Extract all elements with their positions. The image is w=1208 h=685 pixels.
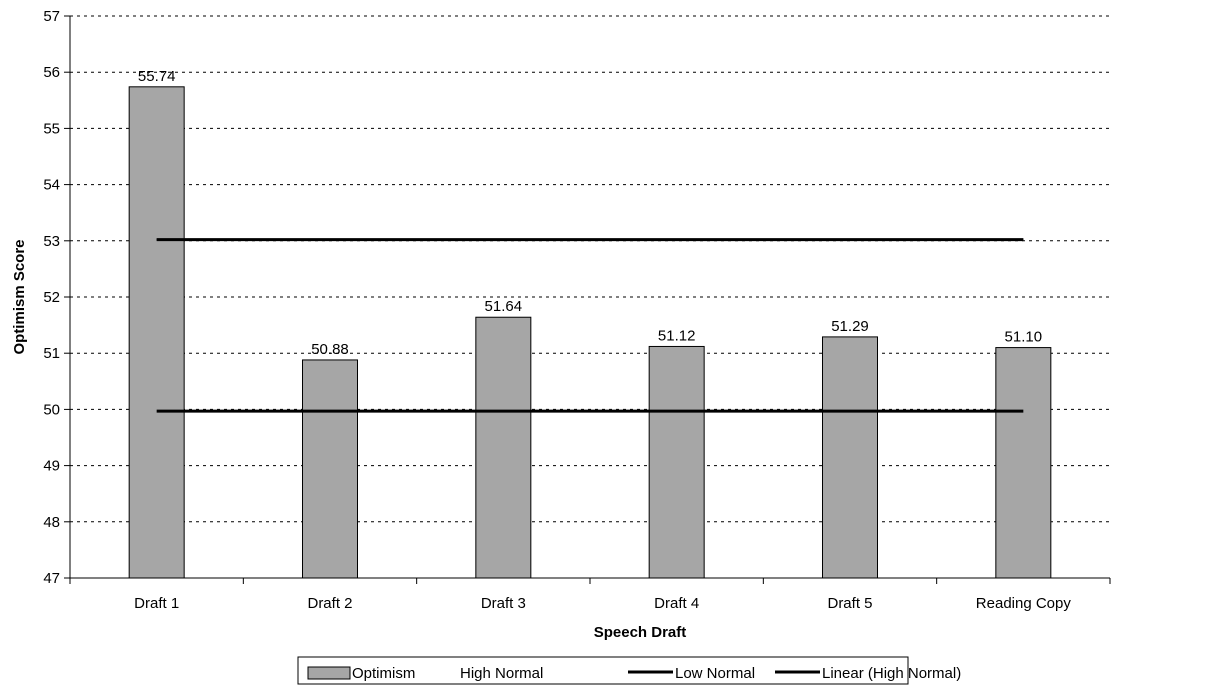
bar-value-label: 55.74 (138, 68, 176, 85)
y-tick-label: 55 (43, 120, 60, 137)
legend-label-linear-high-normal: Linear (High Normal) (822, 665, 961, 682)
x-tick-label: Draft 4 (654, 595, 699, 612)
reference-lines (156, 238, 1024, 413)
y-tick-label: 56 (43, 64, 60, 81)
bar-draft-3 (475, 316, 532, 579)
bar-draft-5 (822, 336, 878, 579)
bar-draft-1 (128, 86, 185, 579)
y-tick-label: 52 (43, 289, 60, 306)
y-tick-label: 57 (43, 8, 60, 25)
bar-value-label: 51.64 (485, 298, 523, 315)
y-axis-title: Optimism Score (11, 239, 28, 354)
legend-label-high-normal: High Normal (460, 665, 543, 682)
legend-swatch-optimism (307, 666, 351, 680)
y-tick-label: 47 (43, 570, 60, 587)
x-tick-label: Reading Copy (976, 595, 1072, 612)
bar-reading-copy (995, 347, 1052, 579)
y-tick-label: 49 (43, 458, 60, 475)
bars (128, 86, 1052, 579)
legend-label-low-normal: Low Normal (675, 665, 755, 682)
data-labels: 55.74 50.88 51.64 51.12 51.29 51.10 (138, 68, 1042, 358)
y-tick-label: 50 (43, 401, 60, 418)
bar-value-label: 50.88 (311, 341, 349, 358)
legend: Optimism High Normal Low Normal Linear (… (297, 656, 961, 685)
x-tick-label: Draft 2 (307, 595, 352, 612)
x-tick-label: Draft 3 (481, 595, 526, 612)
x-tick-label: Draft 1 (134, 595, 179, 612)
y-tick-label: 51 (43, 345, 60, 362)
bar-value-label: 51.29 (831, 318, 869, 335)
gridlines (70, 15, 1110, 523)
x-tick-label: Draft 5 (827, 595, 872, 612)
bar-draft-2 (302, 359, 358, 579)
y-tick-label: 54 (43, 177, 60, 194)
bar-draft-4 (648, 345, 705, 579)
y-tick-label: 48 (43, 514, 60, 531)
bar-value-label: 51.10 (1005, 329, 1043, 346)
y-tick-label: 53 (43, 233, 60, 250)
x-axis-title: Speech Draft (594, 624, 687, 641)
legend-label-optimism: Optimism (352, 665, 415, 682)
axes (64, 15, 1111, 584)
tick-labels: 47 48 49 50 51 52 53 54 55 56 57 Draft 1 Draft 2 Draf… (43, 8, 1071, 612)
bar-value-label: 51.12 (658, 327, 696, 344)
